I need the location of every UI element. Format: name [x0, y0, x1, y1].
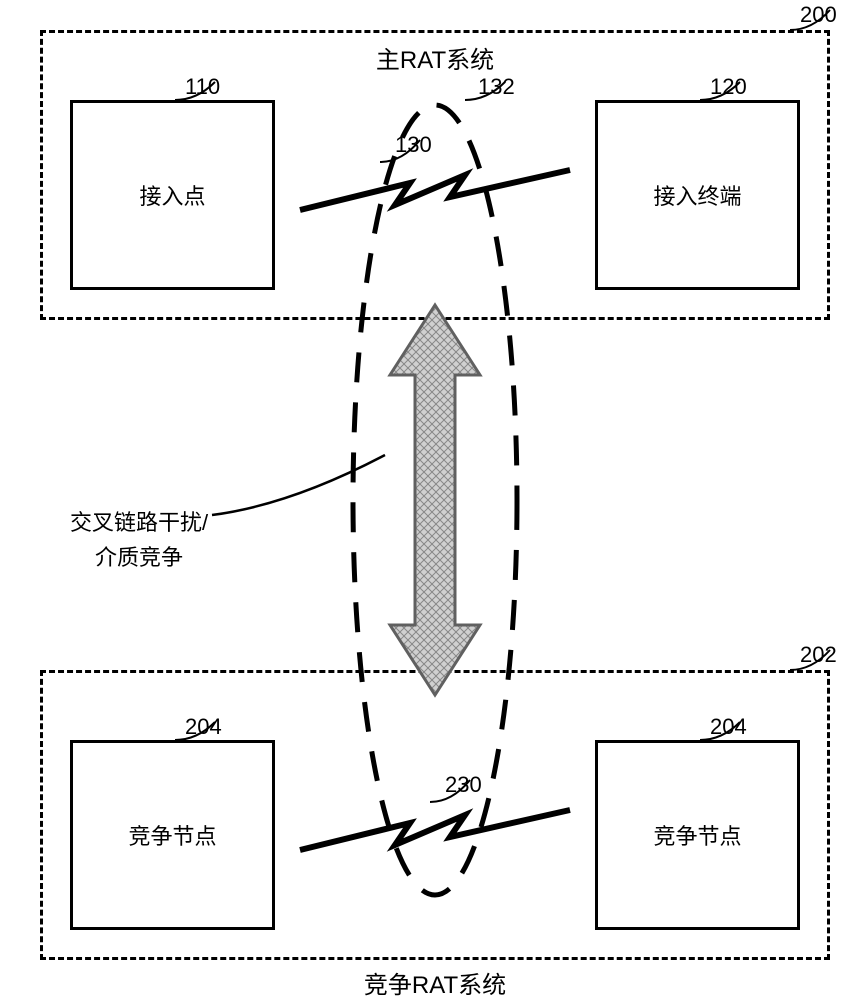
ref-label-204a: 204 [185, 714, 222, 740]
top-left-node: 接入点 [70, 100, 275, 290]
top-system-title: 主RAT系统 [335, 40, 535, 75]
interference-label-line2: 介质竞争 [95, 545, 183, 570]
interference-arrow-icon [380, 300, 490, 700]
top-right-node-label: 接入终端 [653, 179, 741, 211]
bottom-left-node-label: 竞争节点 [128, 819, 216, 851]
bottom-left-node: 竞争节点 [70, 740, 275, 930]
ref-label-202: 202 [800, 642, 837, 668]
top-left-node-label: 接入点 [139, 179, 205, 211]
bottom-right-node: 竞争节点 [595, 740, 800, 930]
bottom-right-node-label: 竞争节点 [653, 819, 741, 851]
interference-leader [210, 450, 390, 520]
ref-label-204b: 204 [710, 714, 747, 740]
ref-label-200: 200 [800, 2, 837, 28]
bottom-system-title: 竞争RAT系统 [335, 965, 535, 1000]
ref-label-120: 120 [710, 74, 747, 100]
diagram-container: 主RAT系统 200 接入点 110 接入终端 120 130 132 竞争RA… [0, 0, 857, 1000]
ref-label-110: 110 [185, 74, 220, 100]
interference-label-line1: 交叉链路干扰/ [70, 510, 208, 535]
interference-label: 交叉链路干扰/ 介质竞争 [70, 505, 208, 575]
ref-label-132: 132 [478, 74, 515, 100]
top-right-node: 接入终端 [595, 100, 800, 290]
